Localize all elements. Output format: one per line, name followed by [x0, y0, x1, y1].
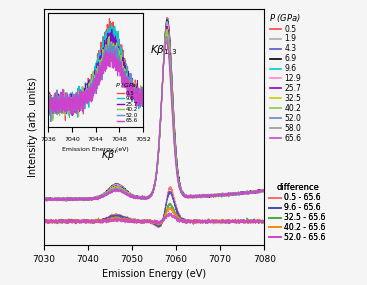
Text: $K\beta_{1,3}$: $K\beta_{1,3}$	[150, 44, 178, 59]
Legend: 0.5 - 65.6, 9.6 - 65.6, 32.5 - 65.6, 40.2 - 65.6, 52.0 - 65.6: 0.5 - 65.6, 9.6 - 65.6, 32.5 - 65.6, 40.…	[266, 180, 328, 245]
Y-axis label: Intensity (arb. units): Intensity (arb. units)	[29, 77, 39, 177]
Text: $K\beta$': $K\beta$'	[101, 148, 118, 162]
X-axis label: Emission Energy (eV): Emission Energy (eV)	[102, 269, 206, 279]
